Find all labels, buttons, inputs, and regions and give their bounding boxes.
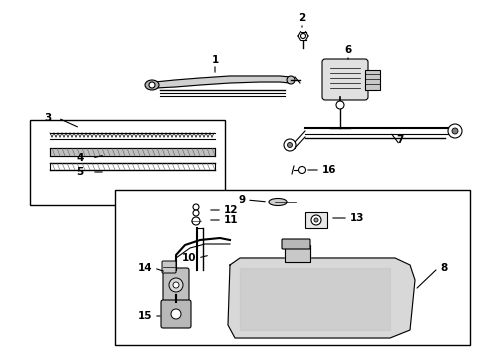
FancyBboxPatch shape: [161, 300, 191, 328]
Text: 7: 7: [395, 135, 403, 145]
Text: 11: 11: [224, 215, 238, 225]
Text: 3: 3: [44, 113, 52, 123]
FancyBboxPatch shape: [282, 239, 309, 249]
Text: 10: 10: [181, 253, 196, 263]
Circle shape: [286, 76, 294, 84]
Text: 6: 6: [344, 45, 351, 55]
Circle shape: [173, 282, 179, 288]
Circle shape: [310, 215, 320, 225]
Text: 16: 16: [321, 165, 336, 175]
Polygon shape: [155, 76, 289, 88]
FancyBboxPatch shape: [162, 261, 176, 273]
Text: 9: 9: [238, 195, 245, 205]
Polygon shape: [240, 268, 389, 330]
Circle shape: [300, 33, 305, 39]
Text: 5: 5: [76, 167, 83, 177]
Text: 1: 1: [211, 55, 218, 65]
Bar: [115, 190, 469, 345]
Circle shape: [287, 143, 292, 148]
Circle shape: [313, 218, 317, 222]
Bar: [364, 70, 379, 90]
Bar: [305, 212, 326, 228]
Circle shape: [298, 166, 305, 174]
Bar: [30, 120, 224, 205]
Circle shape: [447, 124, 461, 138]
Circle shape: [193, 204, 199, 210]
Circle shape: [149, 82, 155, 88]
Circle shape: [171, 309, 181, 319]
FancyBboxPatch shape: [321, 59, 367, 100]
Text: 4: 4: [76, 153, 83, 163]
Circle shape: [451, 128, 457, 134]
Polygon shape: [50, 148, 215, 156]
FancyBboxPatch shape: [163, 268, 189, 302]
Polygon shape: [227, 258, 414, 338]
Ellipse shape: [268, 198, 286, 206]
Text: 2: 2: [298, 13, 305, 23]
Polygon shape: [285, 245, 309, 262]
Text: 15: 15: [137, 311, 152, 321]
Text: 12: 12: [224, 205, 238, 215]
Ellipse shape: [145, 80, 159, 90]
Text: 13: 13: [349, 213, 364, 223]
Text: 8: 8: [439, 263, 447, 273]
Circle shape: [192, 217, 200, 225]
Circle shape: [169, 278, 183, 292]
Circle shape: [193, 210, 199, 216]
Text: 14: 14: [137, 263, 152, 273]
Circle shape: [335, 101, 343, 109]
Circle shape: [284, 139, 295, 151]
